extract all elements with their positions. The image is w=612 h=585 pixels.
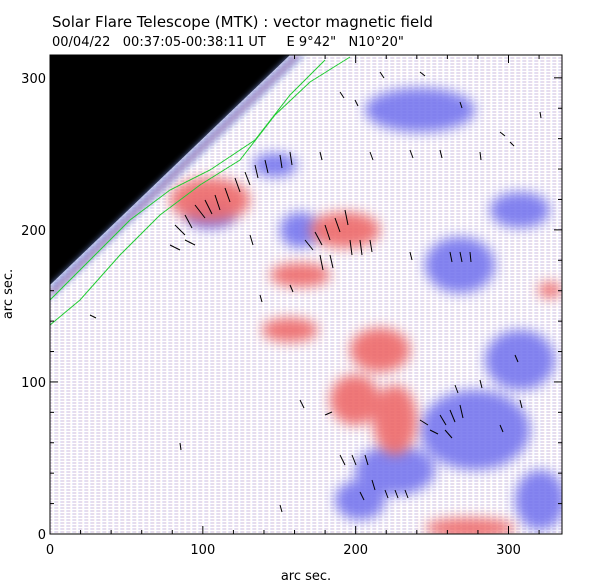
y-tick-label: 200 — [21, 224, 46, 239]
x-tick-label: 100 — [190, 543, 215, 558]
negative-field-regions — [185, 88, 562, 530]
image-title: Solar Flare Telescope (MTK) : vector mag… — [52, 13, 433, 31]
plot-frame — [49, 54, 563, 535]
x-axis: 0 100 200 300 — [46, 55, 540, 558]
x-axis-label: arc sec. — [281, 569, 331, 584]
positive-field-regions — [170, 178, 562, 534]
limb-contours — [50, 56, 351, 326]
x-tick-label: 300 — [496, 543, 521, 558]
x-tick-label: 200 — [343, 543, 368, 558]
transverse-field-vectors — [89, 71, 542, 513]
y-axis: 0 100 200 300 — [21, 72, 562, 543]
y-tick-label: 300 — [21, 72, 46, 87]
x-tick-label: 0 — [46, 543, 54, 558]
magnetogram-image — [50, 55, 562, 534]
y-tick-label: 100 — [21, 376, 46, 391]
observation-info: 00/04/22 00:37:05-00:38:11 UT E 9°42" N1… — [52, 35, 404, 50]
y-axis-label: arc sec. — [1, 269, 16, 319]
limb-band — [50, 55, 305, 300]
y-tick-label: 0 — [38, 528, 46, 543]
